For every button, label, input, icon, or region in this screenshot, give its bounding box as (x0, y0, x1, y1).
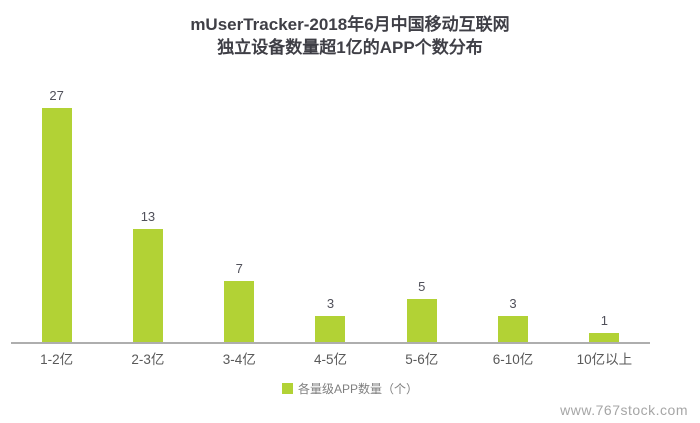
bar (132, 229, 163, 342)
plot-area: 27 13 7 3 5 3 1 (11, 86, 650, 344)
bar (406, 299, 437, 342)
bar-column: 3 (467, 296, 558, 342)
bar-value-label: 1 (600, 313, 608, 328)
bar (498, 316, 529, 342)
legend: 各量级APP数量（个） (0, 380, 700, 397)
bar-column: 7 (194, 261, 285, 342)
bar-value-label: 5 (418, 279, 426, 294)
category-label: 3-4亿 (222, 352, 256, 367)
bar-column: 13 (102, 209, 193, 342)
bar (315, 316, 346, 342)
bar-value-label: 27 (49, 88, 64, 103)
legend-label: 各量级APP数量（个） (297, 382, 418, 396)
bar-column: 3 (285, 296, 376, 342)
category-axis: 1-2亿 2-3亿 3-4亿 4-5亿 5-6亿 6-10亿 10亿以上 (11, 348, 650, 368)
bar (224, 281, 255, 342)
bar-column: 27 (11, 88, 102, 342)
bar-value-label: 3 (326, 296, 335, 311)
category-label: 6-10亿 (492, 352, 534, 367)
category-label: 1-2亿 (40, 352, 74, 367)
chart-title-line1: mUserTracker-2018年6月中国移动互联网 (190, 15, 510, 34)
legend-swatch-icon (281, 383, 293, 394)
bar-column: 5 (376, 279, 467, 342)
category-label: 2-3亿 (131, 352, 165, 367)
bar-column: 1 (559, 313, 650, 342)
bar (589, 333, 620, 342)
category-label: 4-5亿 (313, 352, 347, 367)
watermark: www.767stock.com (560, 402, 688, 418)
bar-value-label: 7 (235, 261, 243, 276)
chart-title-line2: 独立设备数量超1亿的APP个数分布 (217, 38, 483, 57)
category-label: 5-6亿 (405, 352, 439, 367)
bar-value-label: 13 (140, 209, 156, 224)
category-label: 10亿以上 (576, 352, 633, 367)
chart-title: mUserTracker-2018年6月中国移动互联网 独立设备数量超1亿的AP… (0, 0, 700, 59)
bar (41, 108, 72, 342)
bar-value-label: 3 (509, 296, 517, 311)
